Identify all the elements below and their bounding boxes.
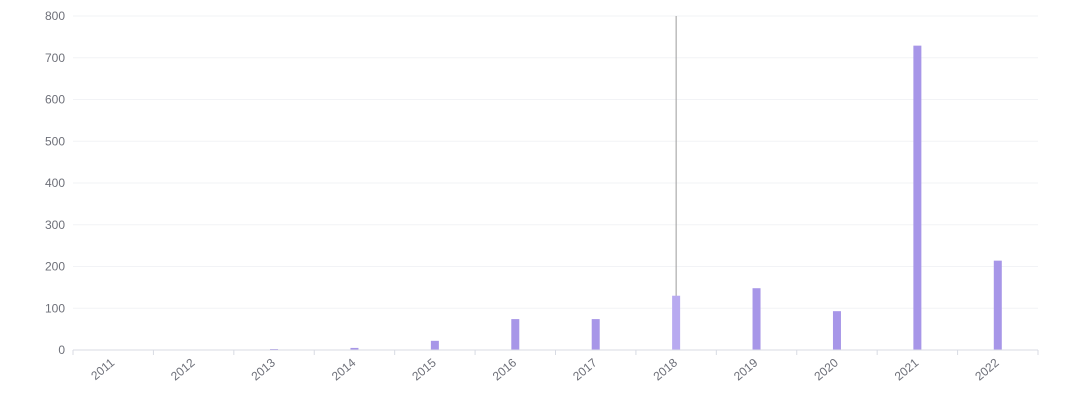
- y-tick-label-500: 500: [45, 134, 65, 148]
- bar-2017: [591, 319, 600, 350]
- bar-2021: [913, 45, 922, 351]
- x-tick-label-2016: 2016: [490, 355, 520, 383]
- y-tick-label-200: 200: [45, 260, 65, 274]
- x-axis: [72, 349, 1039, 355]
- y-axis-tick-labels: 0 100 200 300 400 500 600 700 800: [45, 9, 65, 357]
- bar-2019: [752, 288, 761, 350]
- x-tick-label-2019: 2019: [731, 355, 761, 383]
- y-tick-label-100: 100: [45, 301, 65, 315]
- x-tick-label-2018: 2018: [651, 355, 681, 383]
- x-tick-label-2021: 2021: [892, 355, 922, 383]
- y-tick-label-0: 0: [58, 343, 65, 357]
- y-tick-label-600: 600: [45, 93, 65, 107]
- x-tick-label-2022: 2022: [972, 355, 1002, 383]
- bar-2020: [832, 311, 841, 350]
- bars: [270, 45, 1002, 351]
- x-tick-label-2014: 2014: [329, 355, 359, 383]
- grid-lines: [73, 15, 1038, 309]
- x-tick-label-2017: 2017: [570, 355, 600, 383]
- x-tick-label-2015: 2015: [409, 355, 439, 383]
- y-tick-label-300: 300: [45, 218, 65, 232]
- x-tick-label-2013: 2013: [249, 355, 279, 383]
- x-tick-label-2011: 2011: [88, 355, 117, 383]
- x-tick-label-2020: 2020: [811, 355, 841, 383]
- bar-2018: [672, 295, 681, 350]
- bar-2022: [993, 260, 1002, 350]
- y-tick-label-800: 800: [45, 9, 65, 23]
- bar-2016: [511, 319, 520, 350]
- bar-2015: [430, 340, 439, 350]
- bar-2014: [350, 347, 359, 350]
- y-tick-label-400: 400: [45, 176, 65, 190]
- x-axis-tick-labels: 2011 2012 2013 2014 2015 2016 2017 2018 2019 2020…: [88, 355, 1002, 383]
- y-tick-label-700: 700: [45, 51, 65, 65]
- x-tick-label-2012: 2012: [168, 355, 198, 383]
